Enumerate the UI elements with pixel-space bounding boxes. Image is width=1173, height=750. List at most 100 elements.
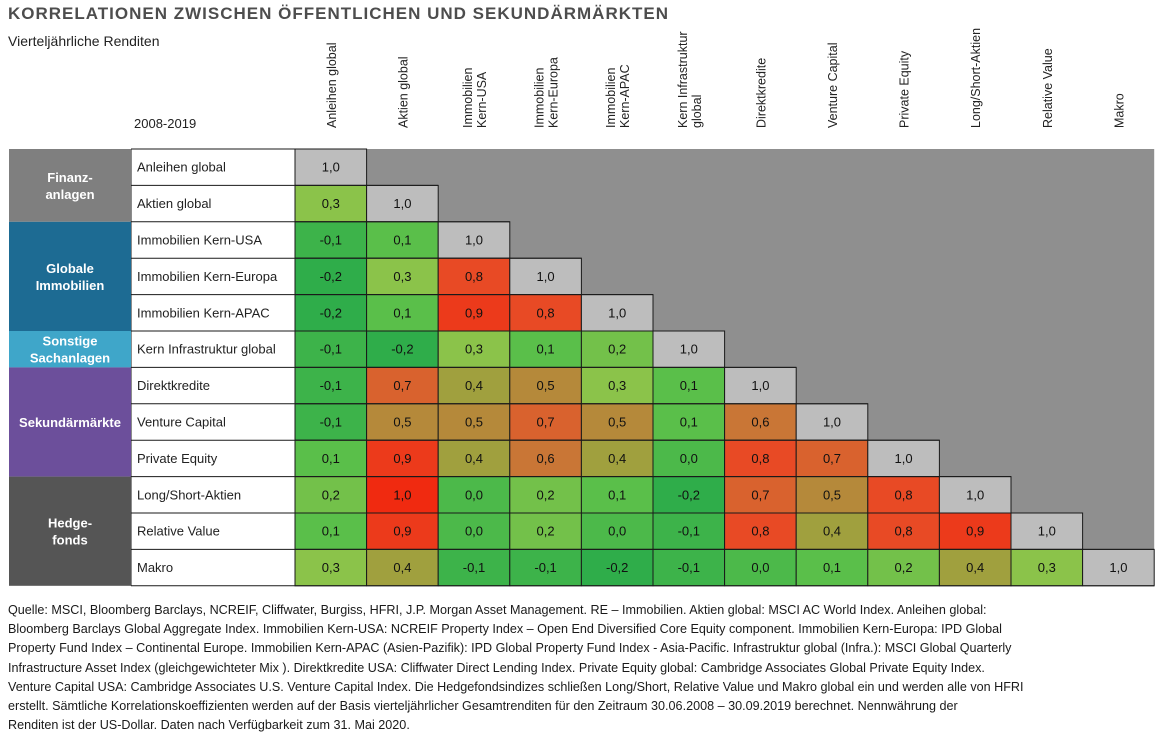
heatmap-cell xyxy=(294,184,368,223)
cell-value: 0,1 xyxy=(680,415,698,430)
column-header: Immobilien xyxy=(604,68,618,128)
heatmap-cell xyxy=(366,221,439,259)
heatmap-cell xyxy=(867,476,940,514)
group-band xyxy=(9,149,131,222)
row-label: Long/Short-Aktien xyxy=(137,487,241,502)
cell-value: 0,4 xyxy=(465,378,483,393)
footnote-line: Bloomberg Barclays Global Aggregate Inde… xyxy=(8,622,1002,637)
heatmap-cell xyxy=(795,548,869,587)
cell-value: 0,0 xyxy=(751,560,769,575)
heatmap-cell xyxy=(724,476,797,514)
heatmap-cell xyxy=(294,294,368,332)
row-label: Anleihen global xyxy=(137,160,226,175)
heatmap-cell xyxy=(509,403,582,441)
column-header: Kern-Europa xyxy=(547,57,561,128)
heatmap-cell xyxy=(294,366,368,405)
footnote-line: Venture Capital USA: Cambridge Associate… xyxy=(8,679,1024,694)
heatmap-cell xyxy=(580,366,654,405)
group-band xyxy=(9,367,131,477)
cell-value: 0,1 xyxy=(322,524,340,539)
cell-value: 0,0 xyxy=(680,451,698,466)
group-band xyxy=(9,331,131,368)
cell-value: 1,0 xyxy=(465,233,483,248)
cell-value: 0,3 xyxy=(465,342,483,357)
heatmap-cell xyxy=(795,403,869,441)
row-label: Immobilien Kern-Europa xyxy=(137,269,278,284)
heatmap-cell xyxy=(509,439,582,478)
cell-value: 1,0 xyxy=(966,487,984,502)
heatmap-cell xyxy=(366,330,439,368)
column-header: Immobilien xyxy=(461,68,475,128)
cell-value: 0,0 xyxy=(465,487,483,502)
footnote-line: Property Fund Index – Continental Europe… xyxy=(8,641,1012,656)
heatmap-cell xyxy=(1010,548,1084,587)
cell-value: 0,2 xyxy=(537,487,555,502)
cell-value: 1,0 xyxy=(393,196,411,211)
column-header: Venture Capital xyxy=(826,43,840,128)
cell-value: 0,0 xyxy=(465,524,483,539)
group-band xyxy=(9,476,131,586)
correlation-heatmap: 1,0 0,3 1,0 -0,1 0,1 1,0 -0,2 0,3 0,8 1,0 -0,2 0,1 0… xyxy=(9,28,1155,587)
group-label: Sonstige xyxy=(43,334,98,349)
cell-value: -0,1 xyxy=(678,524,700,539)
cell-value: -0,2 xyxy=(678,487,700,502)
cell-value: -0,1 xyxy=(320,233,342,248)
heatmap-cell xyxy=(724,366,797,405)
cell-value: 0,3 xyxy=(322,196,340,211)
source-footnote: Quelle: MSCI, Bloomberg Barclays, NCREIF… xyxy=(8,601,1160,735)
column-header: global xyxy=(690,95,704,128)
cell-value: 0,8 xyxy=(895,487,913,502)
heatmap-cell xyxy=(867,512,940,550)
row-label: Aktien global xyxy=(137,196,212,211)
cell-value: 0,1 xyxy=(680,378,698,393)
cell-value: 0,2 xyxy=(537,524,555,539)
heatmap-cell xyxy=(509,294,582,332)
heatmap-cell xyxy=(366,366,439,405)
cell-value: 0,5 xyxy=(823,487,841,502)
cell-value: 1,0 xyxy=(537,269,555,284)
row-label: Relative Value xyxy=(137,524,220,539)
group-label: anlagen xyxy=(45,187,94,202)
heatmap-cell xyxy=(509,476,582,514)
footnote-line: Renditen ist der US-Dollar. Daten nach V… xyxy=(8,718,410,733)
heatmap-cell xyxy=(580,512,654,550)
cell-value: 0,5 xyxy=(393,415,411,430)
cell-value: 0,0 xyxy=(608,524,626,539)
group-label: Globale xyxy=(46,261,94,276)
cell-value: 1,0 xyxy=(608,305,626,320)
cell-value: -0,1 xyxy=(320,342,342,357)
cell-value: 0,1 xyxy=(608,487,626,502)
column-header: Makro xyxy=(1112,93,1126,128)
cell-value: 1,0 xyxy=(895,451,913,466)
group-label: Finanz- xyxy=(47,170,93,185)
cell-value: 1,0 xyxy=(322,160,340,175)
cell-value: -0,2 xyxy=(320,269,342,284)
heatmap-cell xyxy=(724,439,797,478)
heatmap-cell xyxy=(366,403,439,441)
period-label: 2008-2019 xyxy=(134,116,197,131)
cell-value: 0,9 xyxy=(465,305,483,320)
cell-value: -0,2 xyxy=(391,342,413,357)
column-header: Long/Short-Aktien xyxy=(969,28,983,128)
heatmap-cell xyxy=(580,476,654,514)
heatmap-cell xyxy=(294,330,368,368)
column-header: Direktkredite xyxy=(754,58,768,128)
cell-value: -0,1 xyxy=(463,560,485,575)
cell-value: 0,5 xyxy=(608,415,626,430)
row-label: Private Equity xyxy=(137,451,218,466)
cell-value: 0,8 xyxy=(895,524,913,539)
heatmap-cell xyxy=(795,512,869,550)
group-label: Sekundärmärkte xyxy=(19,415,121,430)
heatmap-cell xyxy=(366,184,439,223)
cell-value: 0,1 xyxy=(393,305,411,320)
cell-value: 0,2 xyxy=(895,560,913,575)
heatmap-cell xyxy=(509,330,582,368)
cell-value: 1,0 xyxy=(1109,560,1127,575)
cell-value: 1,0 xyxy=(823,415,841,430)
row-label: Venture Capital xyxy=(137,415,226,430)
cell-value: 0,9 xyxy=(393,524,411,539)
page-title: KORRELATIONEN ZWISCHEN ÖFFENTLICHEN UND … xyxy=(8,4,669,23)
group-label: Sachanlagen xyxy=(30,351,110,366)
page-subtitle: Vierteljährliche Renditen xyxy=(8,33,160,49)
footnote-line: Quelle: MSCI, Bloomberg Barclays, NCREIF… xyxy=(8,603,987,617)
